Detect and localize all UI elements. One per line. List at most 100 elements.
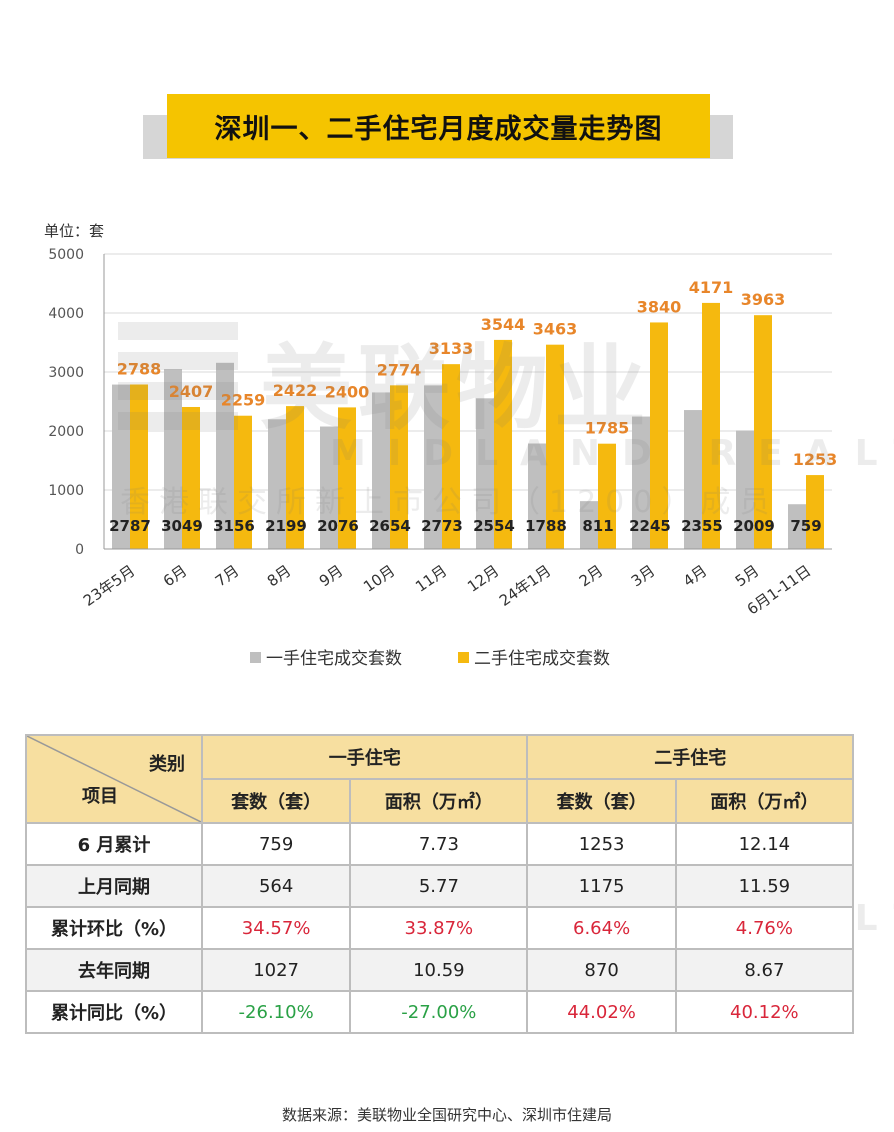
table-cell: 33.87% [349, 906, 529, 950]
bar-chart: 2787 2788 23年5月 3049 2407 6月 3156 2259 7月 2199 242… [44, 222, 838, 669]
col-header-second-area: 面积（万㎡） [674, 778, 855, 824]
table-cell: 11.59 [674, 864, 855, 908]
bar-second-home [806, 475, 824, 549]
row-label: 6 月累计 [25, 822, 203, 866]
bar-new-home [320, 426, 338, 549]
bar-new-home [216, 362, 234, 549]
x-tick-label: 2月 [576, 562, 606, 591]
table-row: 累计同比（%） -26.10% -27.00% 44.02% 40.12% [25, 990, 855, 1034]
data-label-new-home: 2355 [681, 517, 723, 535]
x-tick-label: 5月 [732, 562, 762, 591]
y-tick-label: 4000 [48, 306, 84, 322]
data-label-new-home: 3156 [213, 517, 255, 535]
bar-second-home [338, 407, 356, 549]
data-label-second-home: 3463 [533, 320, 578, 339]
data-label-new-home: 2773 [421, 517, 463, 535]
data-label-second-home: 3133 [429, 339, 474, 358]
table-cell: 12.14 [674, 822, 855, 866]
corner-top-label: 类别 [149, 754, 185, 775]
table-cell: 8.67 [674, 948, 855, 992]
table-cell: -26.10% [200, 990, 352, 1034]
table-cell: 564 [200, 864, 352, 908]
bar-new-home [268, 419, 286, 549]
table-row: 上月同期 564 5.77 1175 11.59 [25, 864, 855, 908]
bar-new-home [736, 430, 754, 549]
corner-bottom-label: 项目 [82, 786, 118, 807]
col-header-second-count: 套数（套） [526, 778, 677, 824]
bar-second-home [702, 302, 720, 549]
x-tick-label: 9月 [316, 562, 346, 591]
x-tick-label: 12月 [464, 562, 502, 596]
bar-second-home [130, 384, 148, 549]
table-row: 累计环比（%） 34.57% 33.87% 6.64% 4.76% [25, 906, 855, 950]
data-label-second-home: 3840 [637, 297, 682, 316]
data-label-second-home: 2400 [325, 382, 370, 401]
table-cell: 1175 [526, 864, 677, 908]
data-label-second-home: 1785 [585, 419, 630, 438]
table-cell: 6.64% [526, 906, 677, 950]
table-cell: -27.00% [349, 990, 529, 1034]
bar-new-home [164, 369, 182, 549]
data-label-second-home: 2259 [221, 391, 266, 410]
data-label-second-home: 3963 [741, 290, 786, 309]
bar-second-home [494, 339, 512, 549]
table-row: 6 月累计 759 7.73 1253 12.14 [25, 822, 855, 866]
bar-second-home [286, 406, 304, 549]
table-cell: 1027 [200, 948, 352, 992]
row-label: 累计同比（%） [25, 990, 203, 1034]
x-tick-label: 24年1月 [496, 562, 554, 610]
bar-new-home [632, 416, 650, 549]
data-label-second-home: 2788 [117, 360, 162, 379]
x-tick-label: 7月 [212, 562, 242, 591]
group-header-second: 二手住宅 [526, 734, 854, 780]
bar-new-home [684, 410, 702, 549]
bar-new-home [372, 392, 390, 549]
data-source: 数据来源：美联物业全国研究中心、深圳市住建局 [281, 1106, 612, 1124]
corner-cell: 类别 项目 [25, 734, 203, 824]
bar-new-home [788, 504, 806, 549]
data-label-new-home: 1788 [525, 517, 567, 535]
bar-second-home [650, 322, 668, 549]
x-tick-label: 11月 [412, 562, 450, 596]
data-label-new-home: 2076 [317, 517, 359, 535]
x-tick-label: 10月 [360, 562, 398, 596]
table-cell: 5.77 [349, 864, 529, 908]
bar-new-home [112, 384, 130, 549]
data-label-new-home: 2554 [473, 517, 515, 535]
data-label-new-home: 811 [582, 517, 613, 535]
bar-second-home [754, 315, 772, 549]
table-cell: 44.02% [526, 990, 677, 1034]
table-row: 去年同期 1027 10.59 870 8.67 [25, 948, 855, 992]
table-cell: 4.76% [674, 906, 855, 950]
data-label-new-home: 3049 [161, 517, 203, 535]
x-tick-label: 4月 [680, 562, 710, 591]
bar-second-home [234, 415, 252, 549]
data-label-second-home: 2774 [377, 360, 422, 379]
table-cell: 870 [526, 948, 677, 992]
legend-swatch-new-home [250, 652, 261, 663]
x-tick-label: 23年5月 [80, 562, 138, 610]
bar-new-home [476, 398, 494, 549]
data-label-second-home: 1253 [793, 450, 838, 469]
table-cell: 759 [200, 822, 352, 866]
table-cell: 34.57% [200, 906, 352, 950]
data-label-second-home: 2407 [169, 382, 214, 401]
col-header-new-count: 套数（套） [200, 778, 352, 824]
table-cell: 10.59 [349, 948, 529, 992]
data-label-second-home: 3544 [481, 315, 526, 334]
legend-label-second-home: 二手住宅成交套数 [474, 649, 610, 669]
y-tick-label: 3000 [48, 365, 84, 381]
x-tick-label: 8月 [264, 562, 294, 591]
bar-new-home [528, 443, 546, 549]
bar-second-home [598, 443, 616, 549]
bar-second-home [182, 406, 200, 549]
col-header-new-area: 面积（万㎡） [349, 778, 529, 824]
y-tick-label: 0 [75, 542, 84, 558]
table-cell: 7.73 [349, 822, 529, 866]
row-label: 上月同期 [25, 864, 203, 908]
unit-label: 单位：套 [44, 222, 104, 240]
bar-second-home [390, 385, 408, 549]
data-label-new-home: 759 [790, 517, 821, 535]
x-tick-label: 6月 [160, 562, 190, 591]
data-label-new-home: 2245 [629, 517, 671, 535]
